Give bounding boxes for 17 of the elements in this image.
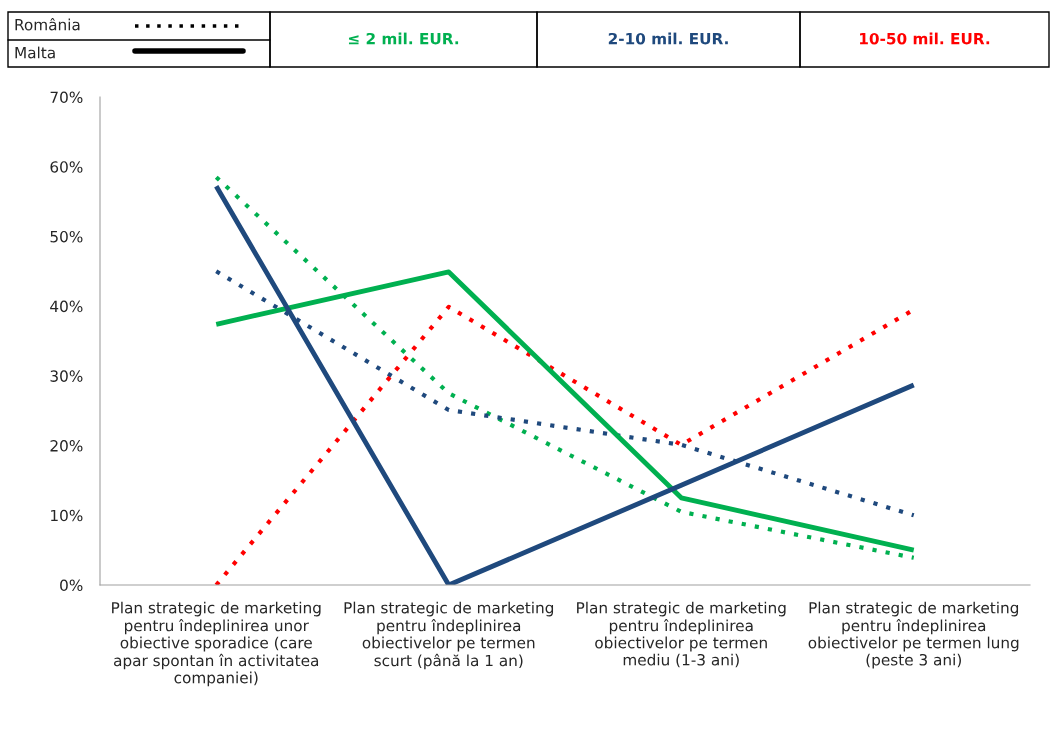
text: Malta: [15, 46, 55, 59]
y-tick-label: 30%: [50, 370, 83, 382]
text: ≤ 2 mil. EUR.: [348, 32, 459, 45]
y-tick-label: 10%: [51, 509, 83, 522]
y-tick-label: 70%: [50, 91, 83, 104]
text: România: [15, 18, 80, 31]
y-tick-label: 40%: [50, 300, 83, 313]
text: 2-10 mil. EUR.: [608, 32, 728, 45]
x-tick-label: Plan strategic de marketing pentru îndeplinirea obiectivelor pe termen scurt (până la 1 an): [344, 601, 554, 670]
y-tick-label: 20%: [50, 440, 83, 452]
text: 10-50 mil. EUR.: [860, 32, 990, 45]
x-tick-label: Plan strategic de marketing pentru îndeplinirea obiectivelor pe termen mediu (1-3 ani): [577, 601, 786, 668]
y-tick-label: 50%: [50, 230, 83, 243]
x-tick-label: Plan strategic de marketing pentru îndeplinirea obiectivelor pe termen lung (peste 3 ani): [808, 601, 1019, 669]
y-tick-label: 60%: [50, 161, 83, 173]
x-tick-label: Plan strategic de marketing pentru îndeplinirea unor obiective sporadice (care apar spontan în activitatea companiei): [112, 601, 321, 687]
y-tick-label: 0%: [60, 579, 83, 592]
